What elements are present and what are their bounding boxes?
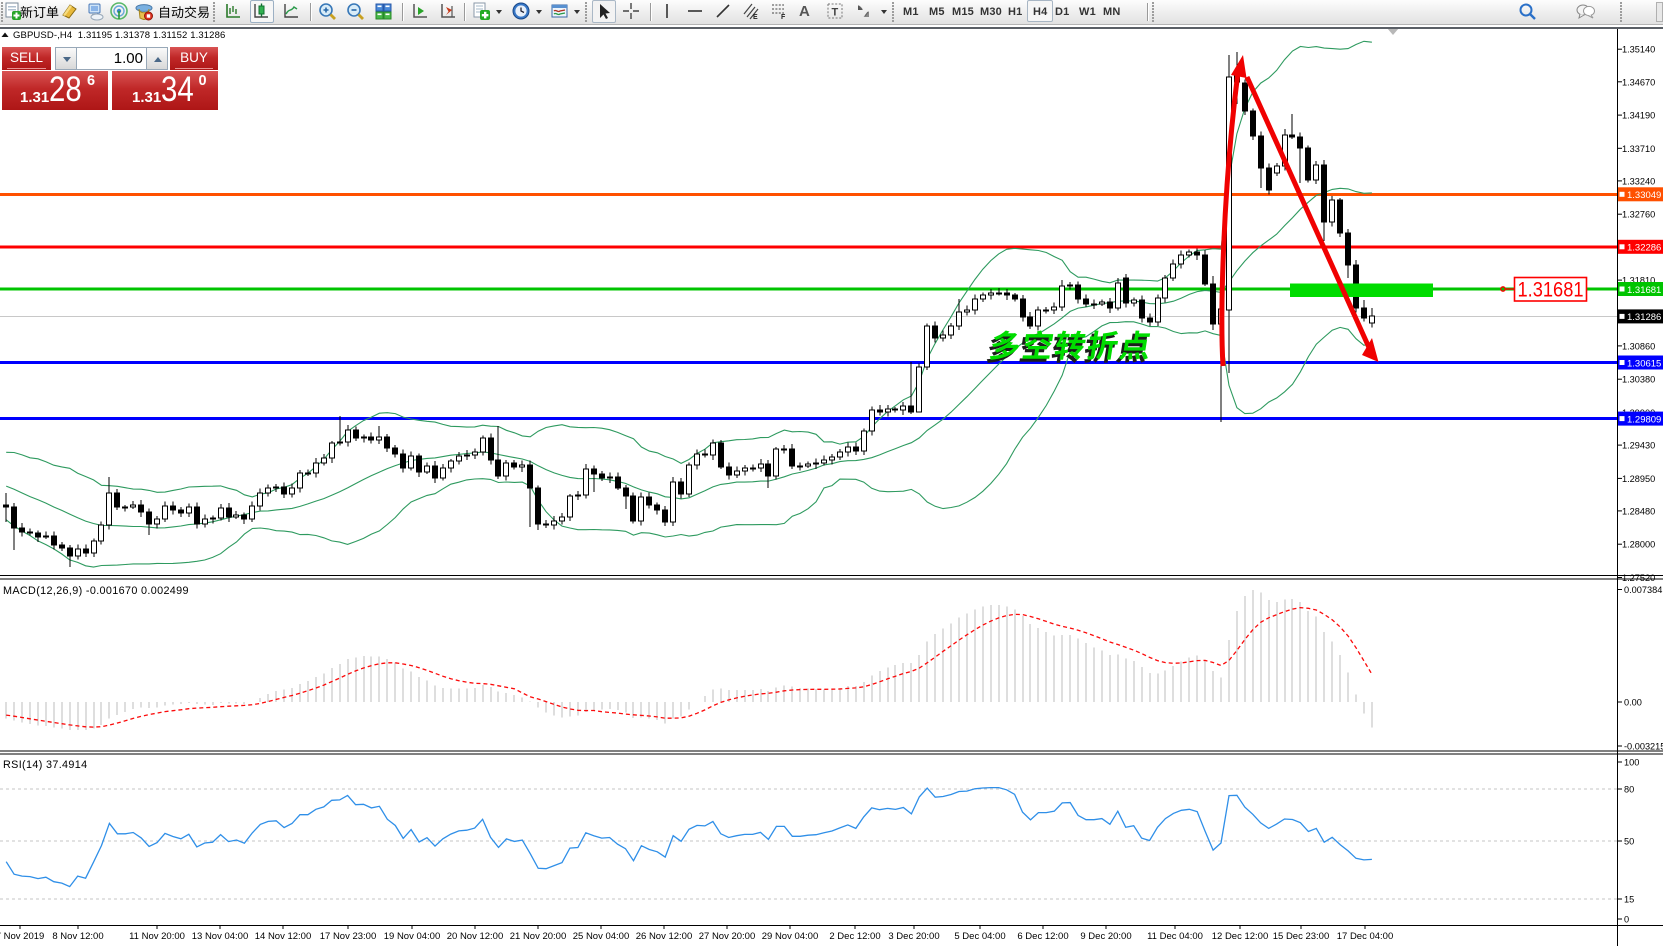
svg-text:1.30380: 1.30380 <box>1622 375 1655 385</box>
svg-text:5 Dec 04:00: 5 Dec 04:00 <box>954 931 1005 942</box>
svg-text:1.30615: 1.30615 <box>1627 358 1661 369</box>
svg-text:1.30860: 1.30860 <box>1622 341 1655 351</box>
svg-text:0: 0 <box>1624 915 1629 925</box>
svg-text:15: 15 <box>1624 895 1634 905</box>
svg-text:100: 100 <box>1624 758 1639 768</box>
svg-text:1.28000: 1.28000 <box>1622 540 1655 550</box>
svg-text:26 Nov 12:00: 26 Nov 12:00 <box>636 931 693 942</box>
svg-text:12 Dec 12:00: 12 Dec 12:00 <box>1212 931 1269 942</box>
svg-text:1.28950: 1.28950 <box>1622 474 1655 484</box>
svg-text:15 Dec 23:00: 15 Dec 23:00 <box>1273 931 1330 942</box>
svg-text:1.32286: 1.32286 <box>1627 243 1661 254</box>
svg-text:19 Nov 04:00: 19 Nov 04:00 <box>384 931 441 942</box>
svg-text:1.35140: 1.35140 <box>1622 45 1655 55</box>
svg-text:9 Dec 20:00: 9 Dec 20:00 <box>1080 931 1131 942</box>
svg-text:1.34190: 1.34190 <box>1622 111 1655 121</box>
svg-text:E: E <box>753 14 758 21</box>
svg-text:1.31681: 1.31681 <box>1518 278 1584 301</box>
svg-text:17 Nov 23:00: 17 Nov 23:00 <box>320 931 377 942</box>
svg-text:0.007384: 0.007384 <box>1624 585 1662 595</box>
svg-text:17 Dec 04:00: 17 Dec 04:00 <box>1337 931 1394 942</box>
svg-text:25 Nov 04:00: 25 Nov 04:00 <box>573 931 630 942</box>
svg-text:6 Dec 12:00: 6 Dec 12:00 <box>1017 931 1068 942</box>
svg-text:F: F <box>781 14 786 21</box>
svg-text:20 Nov 12:00: 20 Nov 12:00 <box>447 931 504 942</box>
svg-text:11 Nov 20:00: 11 Nov 20:00 <box>129 931 185 942</box>
svg-text:13 Nov 04:00: 13 Nov 04:00 <box>192 931 249 942</box>
svg-text:1.29430: 1.29430 <box>1622 441 1655 451</box>
svg-text:1.32760: 1.32760 <box>1622 210 1655 220</box>
svg-text:3 Dec 20:00: 3 Dec 20:00 <box>888 931 939 942</box>
svg-text:8 Nov 12:00: 8 Nov 12:00 <box>52 931 103 942</box>
svg-text:2 Dec 12:00: 2 Dec 12:00 <box>829 931 880 942</box>
svg-text:0.00: 0.00 <box>1624 698 1642 708</box>
svg-text:1.33240: 1.33240 <box>1622 176 1655 186</box>
svg-text:27 Nov 20:00: 27 Nov 20:00 <box>699 931 756 942</box>
svg-text:80: 80 <box>1624 785 1634 795</box>
svg-text:1.31681: 1.31681 <box>1627 285 1661 296</box>
svg-text:1.33710: 1.33710 <box>1622 144 1655 154</box>
svg-text:1.31810: 1.31810 <box>1622 276 1655 286</box>
svg-text:21 Nov 20:00: 21 Nov 20:00 <box>510 931 567 942</box>
svg-text:MACD(12,26,9) -0.001670 0.0024: MACD(12,26,9) -0.001670 0.002499 <box>3 585 189 597</box>
svg-text:50: 50 <box>1624 837 1634 847</box>
svg-text:T: T <box>832 7 839 19</box>
svg-text:1.33049: 1.33049 <box>1627 190 1661 201</box>
svg-text:1.28480: 1.28480 <box>1622 506 1655 516</box>
svg-text:29 Nov 04:00: 29 Nov 04:00 <box>762 931 819 942</box>
svg-text:1.31286: 1.31286 <box>1627 312 1661 323</box>
svg-text:1.29809: 1.29809 <box>1627 414 1661 425</box>
svg-text:RSI(14) 37.4914: RSI(14) 37.4914 <box>3 759 87 771</box>
svg-text:7 Nov 2019: 7 Nov 2019 <box>0 931 44 942</box>
svg-text:1.27520: 1.27520 <box>1622 573 1655 583</box>
svg-text:1.34670: 1.34670 <box>1622 77 1655 87</box>
svg-text:-0.003215: -0.003215 <box>1624 742 1663 752</box>
svg-text:11 Dec 04:00: 11 Dec 04:00 <box>1147 931 1203 942</box>
svg-text:14 Nov 12:00: 14 Nov 12:00 <box>255 931 312 942</box>
